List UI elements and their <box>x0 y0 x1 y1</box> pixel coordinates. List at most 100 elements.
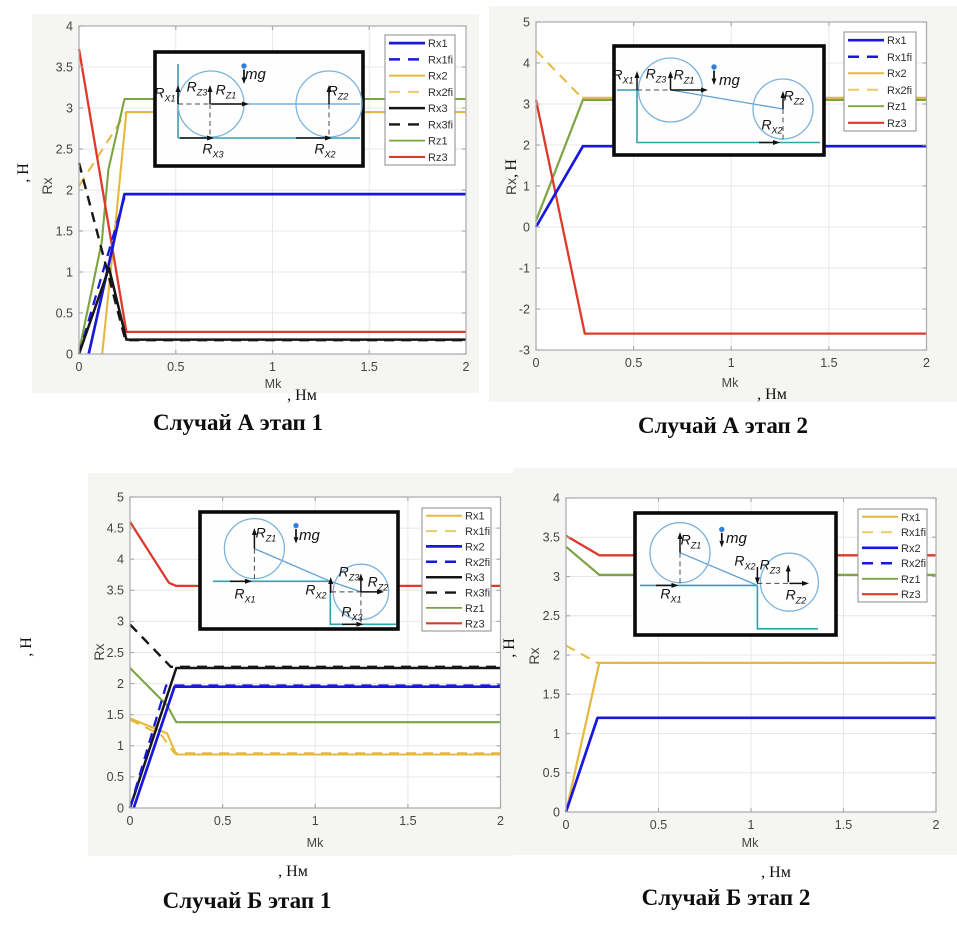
svg-text:1.5: 1.5 <box>399 814 416 828</box>
svg-text:2.5: 2.5 <box>107 646 124 660</box>
svg-text:Rx1fi: Rx1fi <box>428 54 453 66</box>
svg-text:mg: mg <box>245 66 266 83</box>
svg-text:Mk: Mk <box>307 836 324 850</box>
svg-text:Rx3fi: Rx3fi <box>428 119 453 131</box>
svg-text:Rz3: Rz3 <box>428 152 448 164</box>
svg-text:1.5: 1.5 <box>835 818 852 832</box>
svg-text:Rx3: Rx3 <box>428 103 448 115</box>
svg-text:1: 1 <box>748 818 755 832</box>
svg-text:, Н: , Н <box>18 637 35 657</box>
svg-text:1.5: 1.5 <box>820 356 837 370</box>
svg-text:1.5: 1.5 <box>361 360 378 374</box>
svg-text:Rx: Rx <box>526 647 542 664</box>
svg-text:Mk: Mk <box>742 836 759 850</box>
svg-text:1: 1 <box>728 356 735 370</box>
svg-text:2.5: 2.5 <box>56 142 73 156</box>
svg-text:0: 0 <box>76 360 83 374</box>
svg-text:0: 0 <box>66 347 73 361</box>
svg-text:3.5: 3.5 <box>543 531 560 545</box>
svg-text:1: 1 <box>117 739 124 753</box>
svg-text:, Н: , Н <box>15 163 32 183</box>
svg-text:0.5: 0.5 <box>625 356 642 370</box>
svg-text:Rz1: Rz1 <box>887 101 907 113</box>
svg-text:2: 2 <box>497 814 504 828</box>
svg-text:Rx: Rx <box>39 177 55 194</box>
svg-text:Rx3: Rx3 <box>465 572 485 584</box>
svg-text:, Нм: , Нм <box>278 863 308 880</box>
svg-text:Rx2fi: Rx2fi <box>428 87 453 99</box>
svg-text:Mk: Mk <box>722 376 739 390</box>
svg-text:Rx2fi: Rx2fi <box>901 558 926 570</box>
svg-text:Rz1: Rz1 <box>465 603 485 615</box>
svg-text:2: 2 <box>463 360 470 374</box>
svg-text:0: 0 <box>127 814 134 828</box>
svg-text:4: 4 <box>117 553 124 567</box>
svg-text:4: 4 <box>523 56 530 70</box>
svg-text:Rz1: Rz1 <box>901 574 921 586</box>
svg-text:, Нм: , Нм <box>757 386 787 403</box>
svg-text:0.5: 0.5 <box>56 306 73 320</box>
svg-text:1: 1 <box>66 265 73 279</box>
svg-text:Rz3: Rz3 <box>901 589 921 601</box>
svg-text:5: 5 <box>117 490 124 504</box>
svg-text:0: 0 <box>533 356 540 370</box>
svg-text:0: 0 <box>523 220 530 234</box>
svg-text:mg: mg <box>719 72 740 89</box>
svg-text:Rx2fi: Rx2fi <box>887 85 912 97</box>
svg-text:1: 1 <box>553 727 560 741</box>
svg-text:2: 2 <box>553 648 560 662</box>
svg-text:3: 3 <box>553 570 560 584</box>
svg-text:Rx2: Rx2 <box>428 71 448 83</box>
svg-text:0.5: 0.5 <box>167 360 184 374</box>
svg-text:2: 2 <box>66 183 73 197</box>
svg-text:4: 4 <box>66 19 73 33</box>
svg-text:0.5: 0.5 <box>650 818 667 832</box>
svg-text:Rx: Rx <box>91 643 107 660</box>
svg-text:Случай Б этап 2: Случай Б этап 2 <box>642 885 811 910</box>
svg-text:1: 1 <box>312 814 319 828</box>
svg-text:Случай А этап 2: Случай А этап 2 <box>638 413 808 438</box>
svg-text:Rx2fi: Rx2fi <box>465 557 490 569</box>
svg-text:0: 0 <box>117 801 124 815</box>
svg-text:4: 4 <box>553 491 560 505</box>
svg-text:Случай А этап 1: Случай А этап 1 <box>153 410 323 435</box>
svg-text:2: 2 <box>523 138 530 152</box>
svg-text:Rx1fi: Rx1fi <box>465 526 490 538</box>
svg-text:Mk: Mk <box>265 377 282 391</box>
svg-text:, Нм: , Нм <box>287 387 317 404</box>
svg-text:Rx1: Rx1 <box>465 511 485 523</box>
svg-text:0: 0 <box>563 818 570 832</box>
svg-text:Rz3: Rz3 <box>465 618 485 630</box>
svg-text:-3: -3 <box>519 343 530 357</box>
svg-text:2: 2 <box>923 356 930 370</box>
svg-text:3: 3 <box>523 97 530 111</box>
svg-text:3: 3 <box>117 615 124 629</box>
svg-text:-2: -2 <box>519 302 530 316</box>
svg-text:0: 0 <box>553 805 560 819</box>
svg-text:1.5: 1.5 <box>543 688 560 702</box>
svg-text:1.5: 1.5 <box>107 708 124 722</box>
svg-text:Rx1: Rx1 <box>428 38 448 50</box>
svg-text:Rx2: Rx2 <box>887 68 907 80</box>
svg-text:, Н: , Н <box>501 638 518 658</box>
svg-text:Rx1fi: Rx1fi <box>901 527 926 539</box>
svg-text:mg: mg <box>299 527 320 544</box>
svg-text:3: 3 <box>66 101 73 115</box>
svg-text:0.5: 0.5 <box>543 766 560 780</box>
svg-text:5: 5 <box>523 15 530 29</box>
svg-text:4.5: 4.5 <box>107 521 124 535</box>
svg-text:2: 2 <box>117 677 124 691</box>
svg-text:0.5: 0.5 <box>214 814 231 828</box>
svg-text:3.5: 3.5 <box>107 584 124 598</box>
svg-text:2: 2 <box>933 818 940 832</box>
svg-text:Rz3: Rz3 <box>887 118 907 130</box>
svg-text:mg: mg <box>726 530 747 547</box>
svg-text:1.5: 1.5 <box>56 224 73 238</box>
svg-text:-1: -1 <box>519 261 530 275</box>
svg-text:Rx1: Rx1 <box>887 35 907 47</box>
svg-text:Rx2: Rx2 <box>901 543 921 555</box>
svg-text:Rz1: Rz1 <box>428 136 448 148</box>
svg-text:, Нм: , Нм <box>761 864 791 881</box>
svg-text:0.5: 0.5 <box>107 770 124 784</box>
svg-text:1: 1 <box>269 360 276 374</box>
